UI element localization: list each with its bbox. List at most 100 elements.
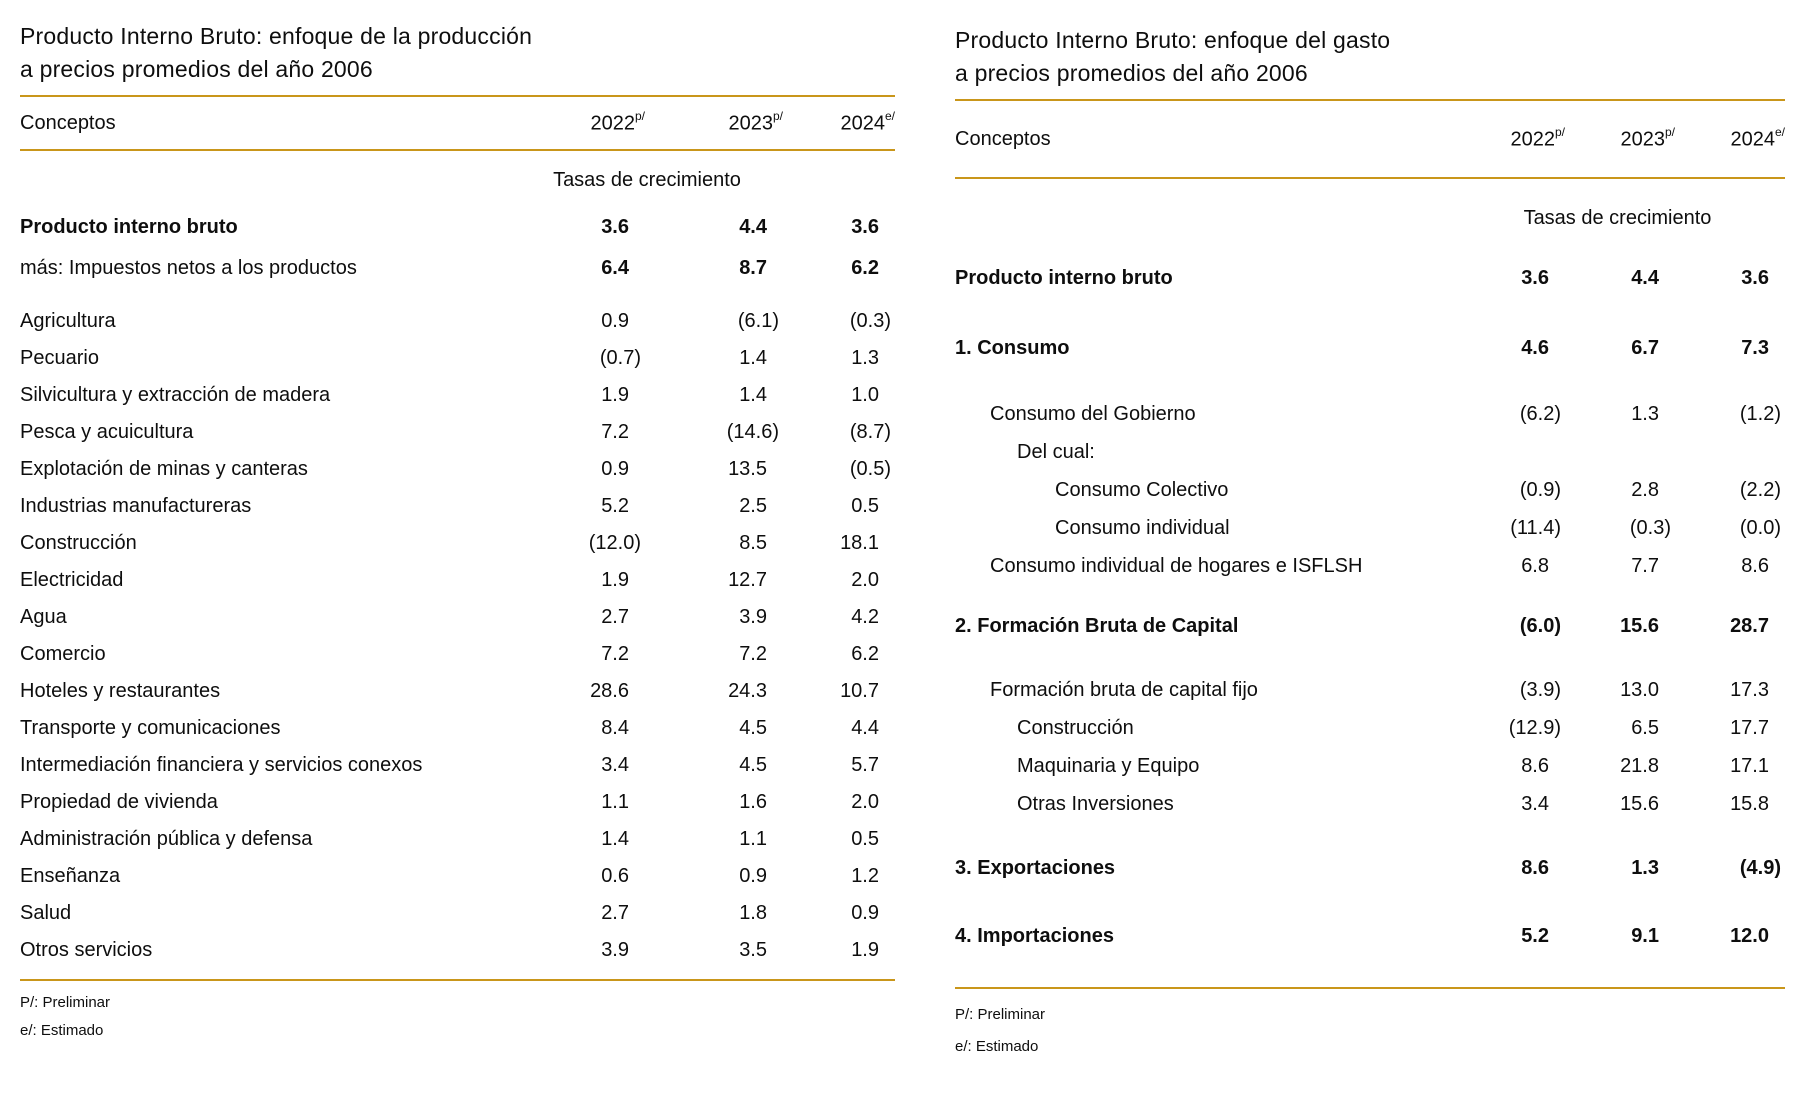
row-value: 5.7: [851, 754, 879, 776]
row-value: 3.5: [739, 939, 767, 961]
year-header-2022: 2022p/: [1510, 124, 1565, 151]
row-value: (6.1): [737, 310, 779, 332]
row-value: 12.7: [728, 569, 767, 591]
row-label: Pecuario: [20, 347, 99, 369]
row-value: (2.2): [1739, 478, 1781, 501]
table-row: 2. Formación Bruta de Capital (6.0) 15.6 28…: [955, 605, 1785, 647]
row-label: Electricidad: [20, 569, 124, 591]
table-row: Explotación de minas y canteras 0.9 13.5 (0…: [20, 451, 895, 488]
row-value: 1.4: [601, 828, 629, 850]
row-value: 18.1: [840, 532, 879, 554]
growth-header-row: Tasas de crecimiento: [20, 151, 895, 209]
row-label: Formación bruta de capital fijo: [990, 678, 1258, 701]
row-value: 13.0: [1620, 678, 1659, 701]
row-label: Enseñanza: [20, 865, 121, 887]
footnotes: P/: Preliminar e/: Estimado: [20, 989, 895, 1045]
row-value: 28.7: [1730, 614, 1769, 637]
row-value: 1.3: [851, 347, 879, 369]
row-value: 1.8: [739, 902, 767, 924]
row-value: (12.9): [1508, 716, 1561, 739]
table-row: Construcción (12.9) 6.5 17.7: [955, 709, 1785, 747]
row-value: 3.6: [601, 216, 629, 238]
table-row: Del cual:: [955, 433, 1785, 471]
table-row: Otras Inversiones 3.4 15.6 15.8: [955, 785, 1785, 823]
row-label: 4. Importaciones: [955, 924, 1114, 947]
row-value: 0.9: [601, 458, 629, 480]
table-row: Hoteles y restaurantes 28.6 24.3 10.7: [20, 673, 895, 710]
row-value: 4.5: [739, 717, 767, 739]
divider: [955, 987, 1785, 989]
row-value: 8.6: [1521, 856, 1549, 879]
row-value: 12.0: [1730, 924, 1769, 947]
row-value: 0.6: [601, 865, 629, 887]
table-row: Otros servicios 3.9 3.5 1.9: [20, 932, 895, 969]
divider: [20, 149, 895, 151]
row-value: 17.1: [1730, 754, 1769, 777]
row-value: 0.9: [739, 865, 767, 887]
concepts-header: Conceptos: [20, 111, 116, 134]
row-value: 1.4: [739, 384, 767, 406]
footnotes: P/: Preliminar e/: Estimado: [955, 999, 1785, 1063]
row-value: (11.4): [1510, 516, 1561, 539]
row-value: 6.8: [1521, 554, 1549, 577]
table-row: Producto interno bruto 3.6 4.4 3.6: [20, 209, 895, 246]
row-value: (0.3): [1629, 516, 1671, 539]
production-table-title: Producto Interno Bruto: enfoque de la pr…: [20, 20, 895, 86]
row-value: (3.9): [1519, 678, 1561, 701]
table-row: Agricultura 0.9 (6.1) (0.3): [20, 303, 895, 340]
row-label: Producto interno bruto: [955, 266, 1173, 289]
footnote-preliminar: P/: Preliminar: [955, 1006, 1046, 1023]
row-value: 4.4: [1631, 266, 1659, 289]
row-value: 7.2: [739, 643, 767, 665]
divider: [20, 979, 895, 981]
table-row: 1. Consumo 4.6 6.7 7.3: [955, 327, 1785, 369]
row-value: 2.7: [601, 606, 629, 628]
row-value: 1.6: [739, 791, 767, 813]
row-value: 1.9: [601, 384, 629, 406]
row-value: 6.2: [851, 643, 879, 665]
row-value: 7.2: [601, 421, 629, 443]
column-header-row: Conceptos 2022p/ 2023p/ 2024e/: [955, 101, 1785, 177]
year-header-2023: 2023p/: [728, 108, 783, 135]
divider: [955, 99, 1785, 101]
row-value: (14.6): [726, 421, 779, 443]
table-row: Construcción (12.0) 8.5 18.1: [20, 525, 895, 562]
expenditure-table-rows: Producto interno bruto 3.6 4.4 3.6 1. Consum…: [955, 257, 1785, 957]
row-value: (0.3): [849, 310, 891, 332]
table-row: Propiedad de vivienda 1.1 1.6 2.0: [20, 784, 895, 821]
row-label: Pesca y acuicultura: [20, 421, 194, 443]
row-label: Agua: [20, 606, 67, 628]
table-row: Enseñanza 0.6 0.9 1.2: [20, 858, 895, 895]
row-value: 24.3: [728, 680, 767, 702]
row-value: 15.8: [1730, 792, 1769, 815]
title-line-1: Producto Interno Bruto: enfoque de la pr…: [20, 23, 533, 49]
row-value: 8.7: [739, 257, 767, 279]
row-label: Industrias manufactureras: [20, 495, 252, 517]
divider: [955, 177, 1785, 179]
row-value: 28.6: [590, 680, 629, 702]
row-label: Producto interno bruto: [20, 216, 238, 238]
row-label: más: Impuestos netos a los productos: [20, 257, 357, 279]
table-row: Comercio 7.2 7.2 6.2: [20, 636, 895, 673]
row-value: 7.3: [1741, 336, 1769, 359]
table-row: Industrias manufactureras 5.2 2.5 0.5: [20, 488, 895, 525]
row-value: (4.9): [1739, 856, 1781, 879]
table-row: Pesca y acuicultura 7.2 (14.6) (8.7): [20, 414, 895, 451]
row-value: 1.3: [1631, 856, 1659, 879]
row-value: 21.8: [1620, 754, 1659, 777]
row-value: 3.6: [1741, 266, 1769, 289]
row-label: Salud: [20, 902, 72, 924]
year-header-2023: 2023p/: [1620, 124, 1675, 151]
footnote-estimado: e/: Estimado: [955, 1038, 1039, 1055]
row-value: 1.1: [601, 791, 629, 813]
row-value: (1.2): [1739, 402, 1781, 425]
title-line-2: a precios promedios del año 2006: [955, 60, 1308, 86]
title-line-2: a precios promedios del año 2006: [20, 56, 373, 82]
row-value: 6.4: [601, 257, 629, 279]
footnote-preliminar: P/: Preliminar: [20, 994, 111, 1011]
row-value: 1.3: [1631, 402, 1659, 425]
row-label: Construcción: [20, 532, 137, 554]
growth-header-row: Tasas de crecimiento: [955, 179, 1785, 257]
row-value: (8.7): [849, 421, 891, 443]
expenditure-table: Producto Interno Bruto: enfoque del gast…: [955, 24, 1785, 1063]
